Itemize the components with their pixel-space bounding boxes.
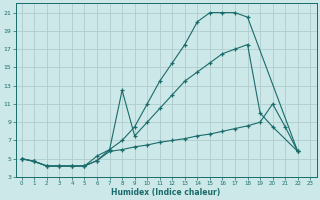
X-axis label: Humidex (Indice chaleur): Humidex (Indice chaleur) xyxy=(111,188,221,197)
